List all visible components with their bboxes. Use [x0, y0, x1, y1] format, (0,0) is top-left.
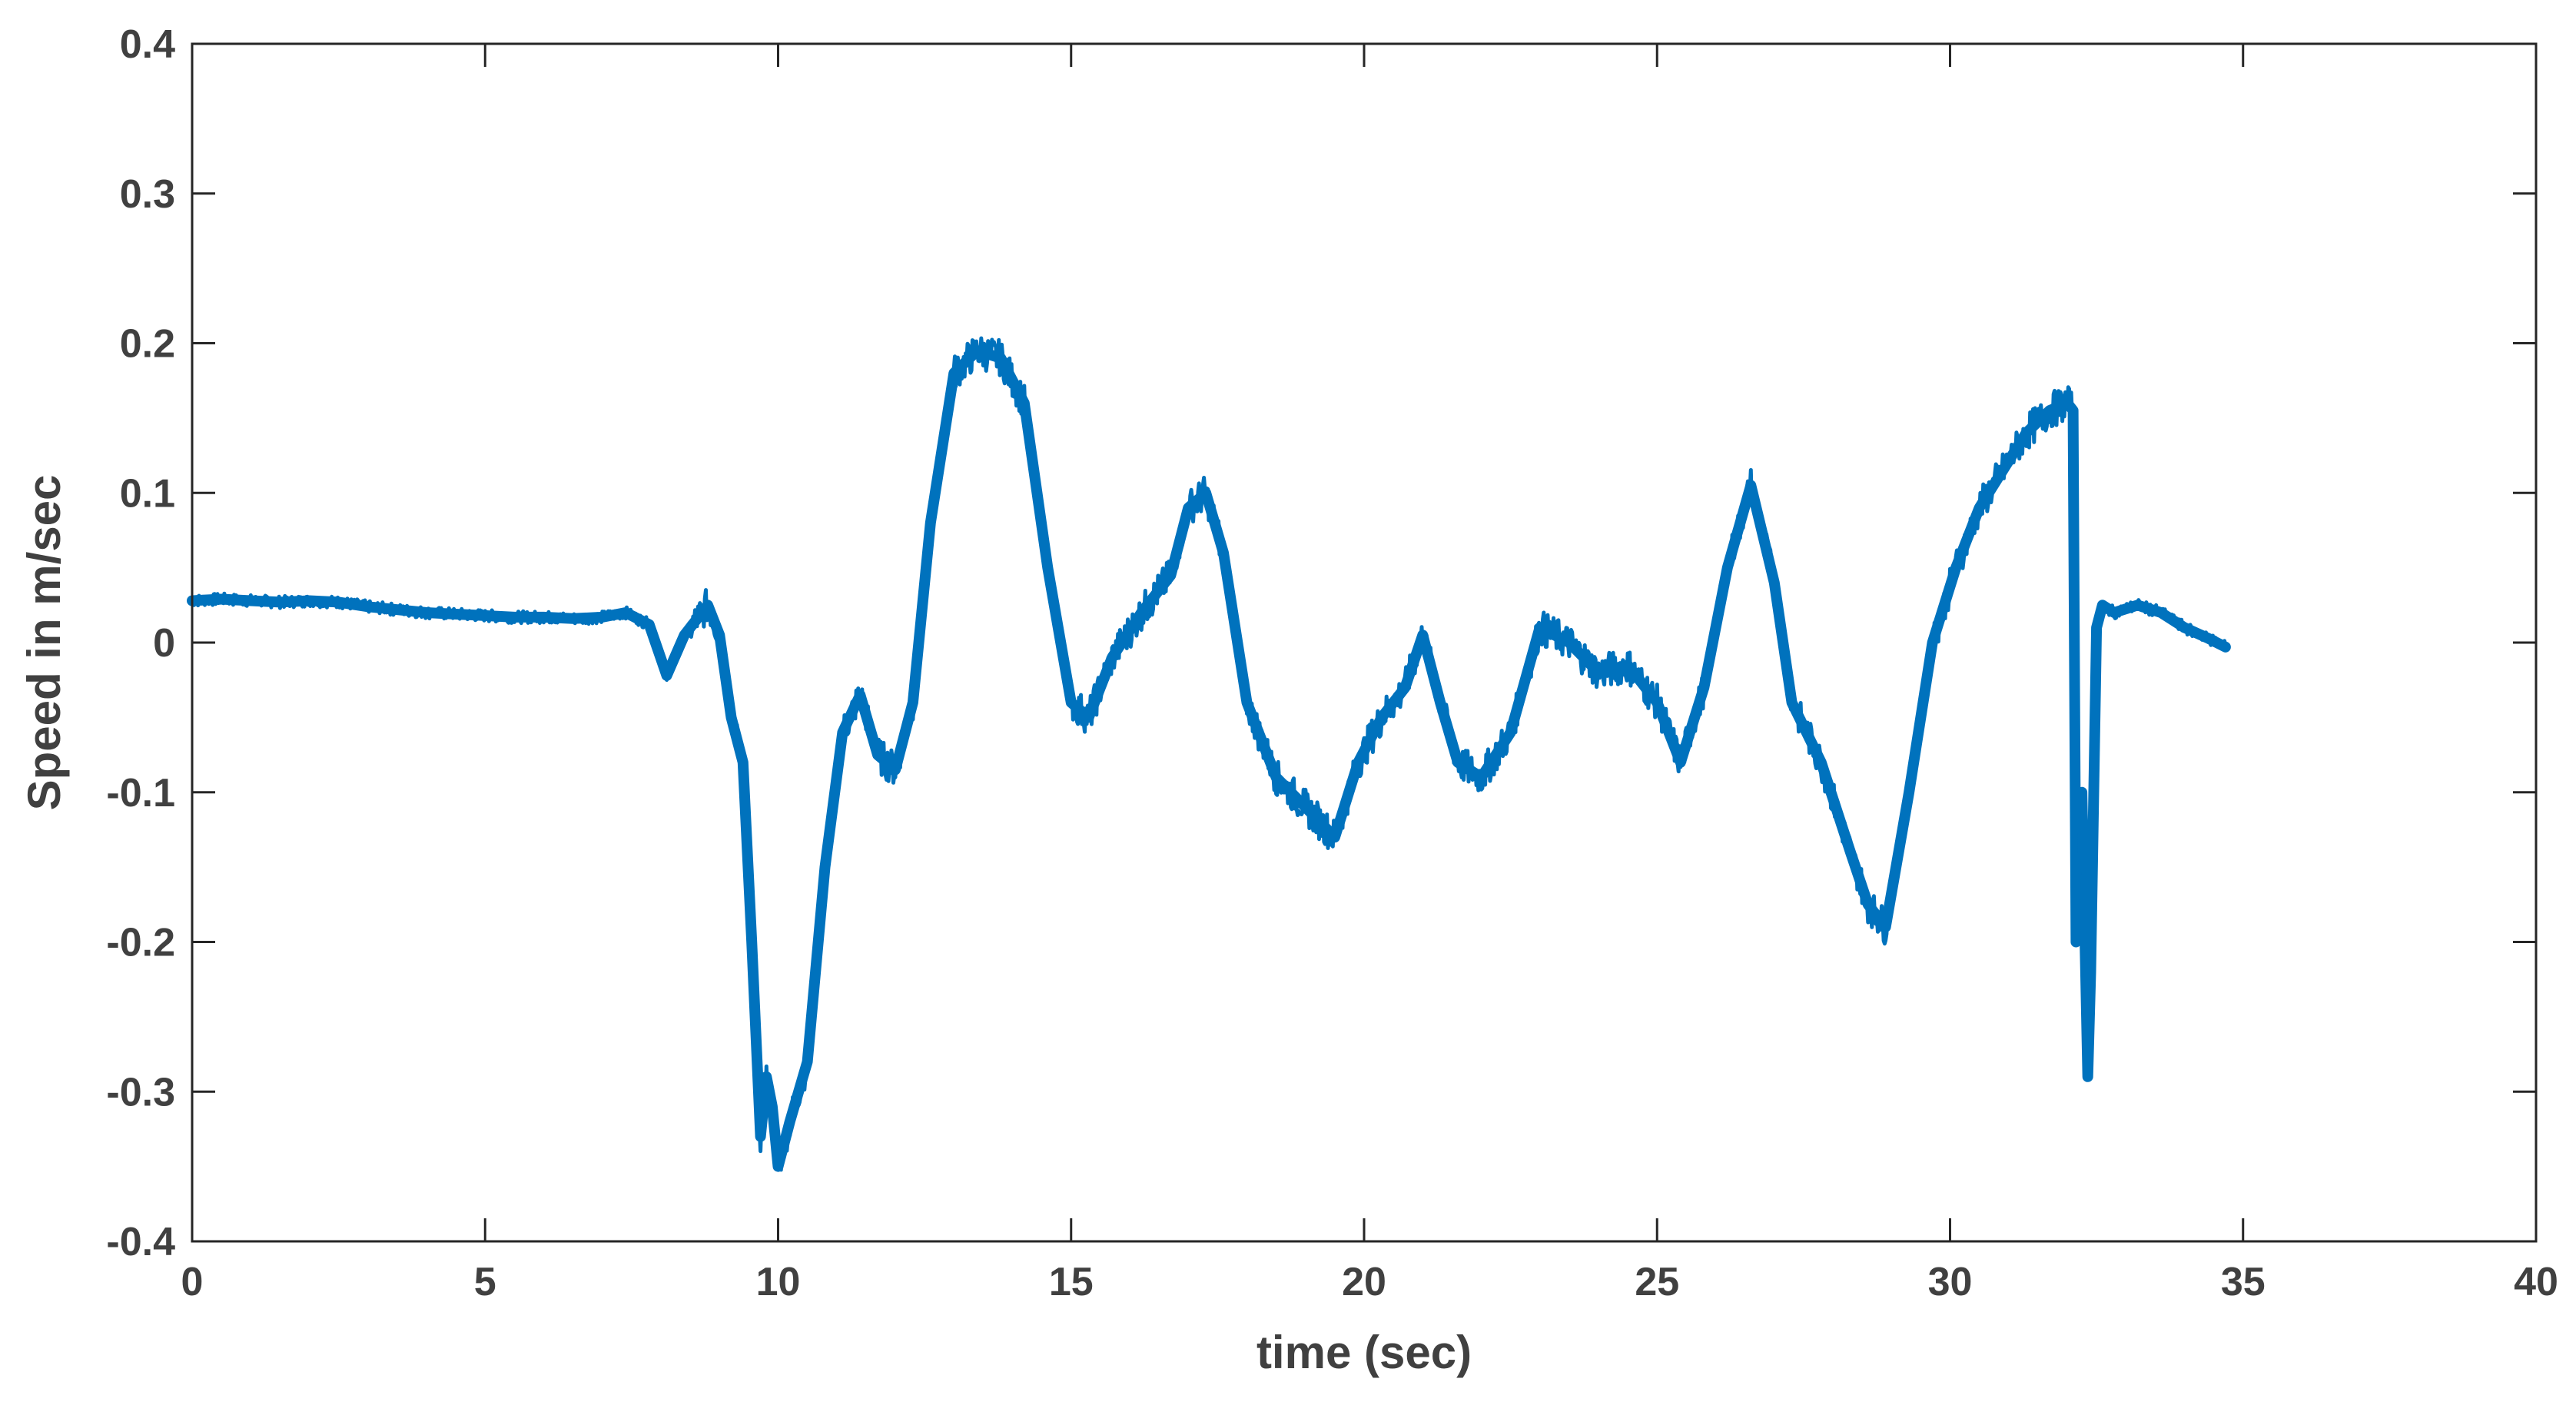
y-tick-labels: -0.4 -0.3 -0.2 -0.1 0 0.1 0.2 0.3 0.4 [106, 22, 175, 1264]
series-noise [191, 336, 2228, 1172]
y-tick-label: -0.1 [106, 771, 175, 816]
x-tick-label: 5 [474, 1260, 496, 1304]
x-tick-label: 35 [2221, 1260, 2266, 1304]
y-tick-label: 0.2 [120, 322, 175, 367]
y-tick-label: -0.2 [106, 921, 175, 965]
y-tick-label: -0.3 [106, 1070, 175, 1115]
series-layer [187, 336, 2231, 1172]
y-tick-label: 0.4 [120, 22, 175, 67]
x-tick-label: 30 [1928, 1260, 1973, 1304]
x-tick-label: 20 [1342, 1260, 1386, 1304]
y-axis-label: Speed in m/sec [18, 475, 70, 811]
x-axis-label: time (sec) [1256, 1327, 1472, 1378]
x-tick-label: 0 [181, 1260, 204, 1304]
x-tick-label: 40 [2514, 1260, 2558, 1304]
x-tick-label: 25 [1635, 1260, 1679, 1304]
y-tick-label: 0 [153, 621, 175, 666]
x-tick-labels: 0 5 10 15 20 25 30 35 40 [181, 1260, 2558, 1304]
tick-layer [191, 42, 2538, 1243]
x-tick-label: 15 [1049, 1260, 1094, 1304]
y-tick-label: 0.3 [120, 172, 175, 217]
x-tick-label: 10 [756, 1260, 801, 1304]
y-tick-label: 0.1 [120, 471, 175, 516]
y-tick-label: -0.4 [106, 1220, 175, 1264]
